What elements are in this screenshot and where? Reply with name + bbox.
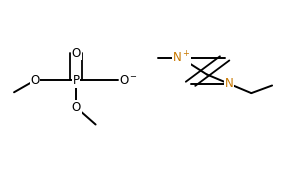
Text: O$^-$: O$^-$ <box>119 74 138 87</box>
Text: O: O <box>72 47 81 60</box>
Text: N: N <box>225 77 233 90</box>
Text: O: O <box>72 101 81 114</box>
Text: N$^+$: N$^+$ <box>172 51 191 66</box>
Text: O: O <box>30 74 39 87</box>
Text: P: P <box>73 74 80 87</box>
